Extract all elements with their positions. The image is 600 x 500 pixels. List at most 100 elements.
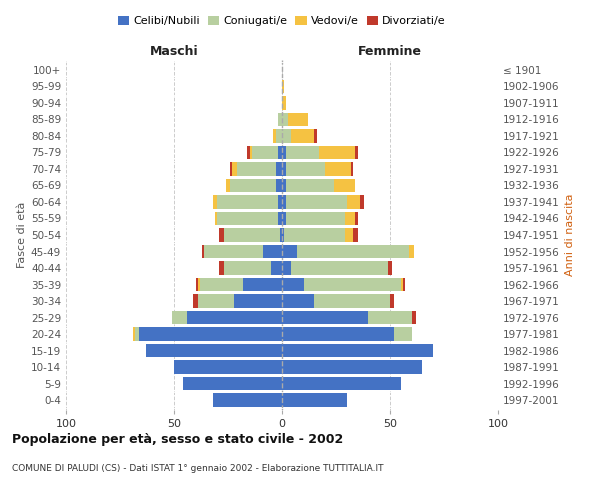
Bar [187, 311, 282, 324]
Bar [275, 178, 282, 192]
Bar [282, 311, 368, 324]
Bar [282, 129, 290, 142]
Bar [286, 195, 347, 209]
Bar [351, 162, 353, 175]
Bar [282, 212, 286, 226]
Bar [282, 344, 433, 358]
Bar [282, 244, 297, 258]
Bar [282, 178, 286, 192]
Bar [135, 328, 139, 341]
Bar [344, 212, 355, 226]
Bar [232, 162, 236, 175]
Text: Femmine: Femmine [358, 46, 422, 59]
Bar [282, 328, 394, 341]
Bar [282, 394, 347, 407]
Bar [271, 261, 282, 275]
Bar [319, 146, 355, 159]
Bar [200, 278, 243, 291]
Bar [230, 162, 232, 175]
Bar [252, 146, 278, 159]
Bar [282, 195, 286, 209]
Bar [220, 228, 224, 242]
Bar [390, 294, 394, 308]
Bar [290, 129, 314, 142]
Bar [220, 261, 224, 275]
Bar [172, 311, 187, 324]
Bar [278, 146, 282, 159]
Bar [289, 112, 308, 126]
Bar [282, 377, 401, 390]
Bar [388, 261, 392, 275]
Bar [217, 212, 278, 226]
Bar [401, 278, 403, 291]
Bar [182, 377, 282, 390]
Bar [282, 278, 304, 291]
Bar [230, 178, 275, 192]
Bar [198, 294, 235, 308]
Bar [412, 311, 416, 324]
Bar [347, 195, 360, 209]
Bar [213, 195, 217, 209]
Text: Maschi: Maschi [149, 46, 199, 59]
Bar [403, 278, 405, 291]
Bar [282, 294, 314, 308]
Bar [282, 360, 422, 374]
Bar [334, 178, 355, 192]
Bar [243, 278, 282, 291]
Bar [290, 261, 388, 275]
Bar [226, 178, 230, 192]
Bar [280, 228, 282, 242]
Y-axis label: Anni di nascita: Anni di nascita [565, 194, 575, 276]
Bar [213, 394, 282, 407]
Bar [282, 80, 284, 93]
Bar [275, 162, 282, 175]
Bar [133, 328, 135, 341]
Bar [278, 112, 282, 126]
Bar [174, 360, 282, 374]
Bar [215, 212, 217, 226]
Bar [314, 129, 317, 142]
Bar [275, 129, 282, 142]
Bar [282, 112, 289, 126]
Bar [278, 212, 282, 226]
Bar [344, 228, 353, 242]
Bar [286, 212, 344, 226]
Bar [278, 195, 282, 209]
Text: Popolazione per età, sesso e stato civile - 2002: Popolazione per età, sesso e stato civil… [12, 432, 343, 446]
Bar [146, 344, 282, 358]
Bar [224, 228, 280, 242]
Bar [193, 294, 198, 308]
Bar [224, 261, 271, 275]
Bar [297, 244, 409, 258]
Bar [355, 212, 358, 226]
Bar [286, 146, 319, 159]
Bar [196, 278, 198, 291]
Bar [286, 178, 334, 192]
Bar [282, 146, 286, 159]
Bar [282, 162, 286, 175]
Bar [355, 146, 358, 159]
Bar [274, 129, 275, 142]
Bar [353, 228, 358, 242]
Bar [235, 294, 282, 308]
Bar [236, 162, 275, 175]
Bar [368, 311, 412, 324]
Bar [284, 228, 344, 242]
Bar [139, 328, 282, 341]
Bar [304, 278, 401, 291]
Text: COMUNE DI PALUDI (CS) - Dati ISTAT 1° gennaio 2002 - Elaborazione TUTTITALIA.IT: COMUNE DI PALUDI (CS) - Dati ISTAT 1° ge… [12, 464, 383, 473]
Bar [394, 328, 412, 341]
Y-axis label: Fasce di età: Fasce di età [17, 202, 27, 268]
Bar [286, 162, 325, 175]
Bar [282, 261, 290, 275]
Bar [198, 278, 200, 291]
Bar [217, 195, 278, 209]
Bar [202, 244, 204, 258]
Bar [360, 195, 364, 209]
Bar [282, 228, 284, 242]
Legend: Celibi/Nubili, Coniugati/e, Vedovi/e, Divorziati/e: Celibi/Nubili, Coniugati/e, Vedovi/e, Di… [114, 12, 450, 30]
Bar [263, 244, 282, 258]
Bar [282, 96, 286, 110]
Bar [409, 244, 414, 258]
Bar [314, 294, 390, 308]
